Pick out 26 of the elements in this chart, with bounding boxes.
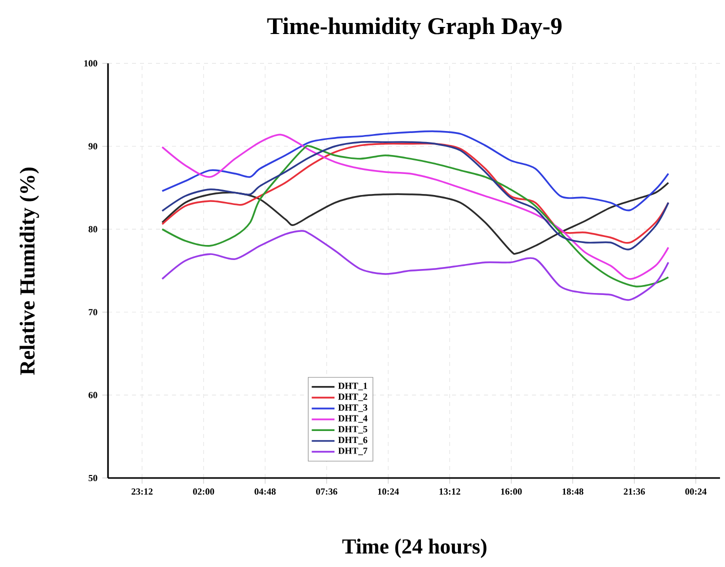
legend-label: DHT_3 bbox=[338, 404, 368, 412]
y-tick-label: 70 bbox=[88, 308, 98, 316]
x-tick-label: 21:36 bbox=[624, 488, 645, 495]
y-tick-label: 80 bbox=[88, 226, 98, 232]
legend-label: DHT_1 bbox=[338, 382, 368, 390]
legend-label: DHT_4 bbox=[338, 415, 368, 423]
x-tick-label: 16:00 bbox=[501, 488, 522, 495]
y-tick-label: 100 bbox=[84, 60, 98, 66]
y-tick-label: 50 bbox=[88, 474, 98, 482]
legend-label: DHT_6 bbox=[338, 436, 368, 444]
x-tick-label: 13:12 bbox=[440, 488, 460, 495]
x-axis-title: Time (24 hours) bbox=[342, 538, 486, 558]
x-tick-label: 23:12 bbox=[132, 488, 153, 495]
y-tick-label: 90 bbox=[88, 143, 98, 150]
legend-label: DHT_2 bbox=[338, 394, 368, 402]
x-tick-label: 04:48 bbox=[254, 488, 276, 495]
y-axis-title: Relative Humidity (%) bbox=[20, 168, 40, 375]
y-tick-label: 60 bbox=[88, 392, 98, 398]
x-tick-label: 10:24 bbox=[378, 488, 399, 495]
legend-label: DHT_7 bbox=[338, 448, 368, 456]
x-tick-label: 07:36 bbox=[316, 488, 338, 495]
x-tick-label: 00:24 bbox=[685, 488, 707, 495]
x-tick-label: 18:48 bbox=[562, 488, 584, 495]
legend-label: DHT_5 bbox=[338, 426, 368, 434]
chart-title: Time-humidity Graph Day-9 bbox=[267, 17, 562, 40]
x-tick-label: 02:00 bbox=[193, 488, 214, 495]
